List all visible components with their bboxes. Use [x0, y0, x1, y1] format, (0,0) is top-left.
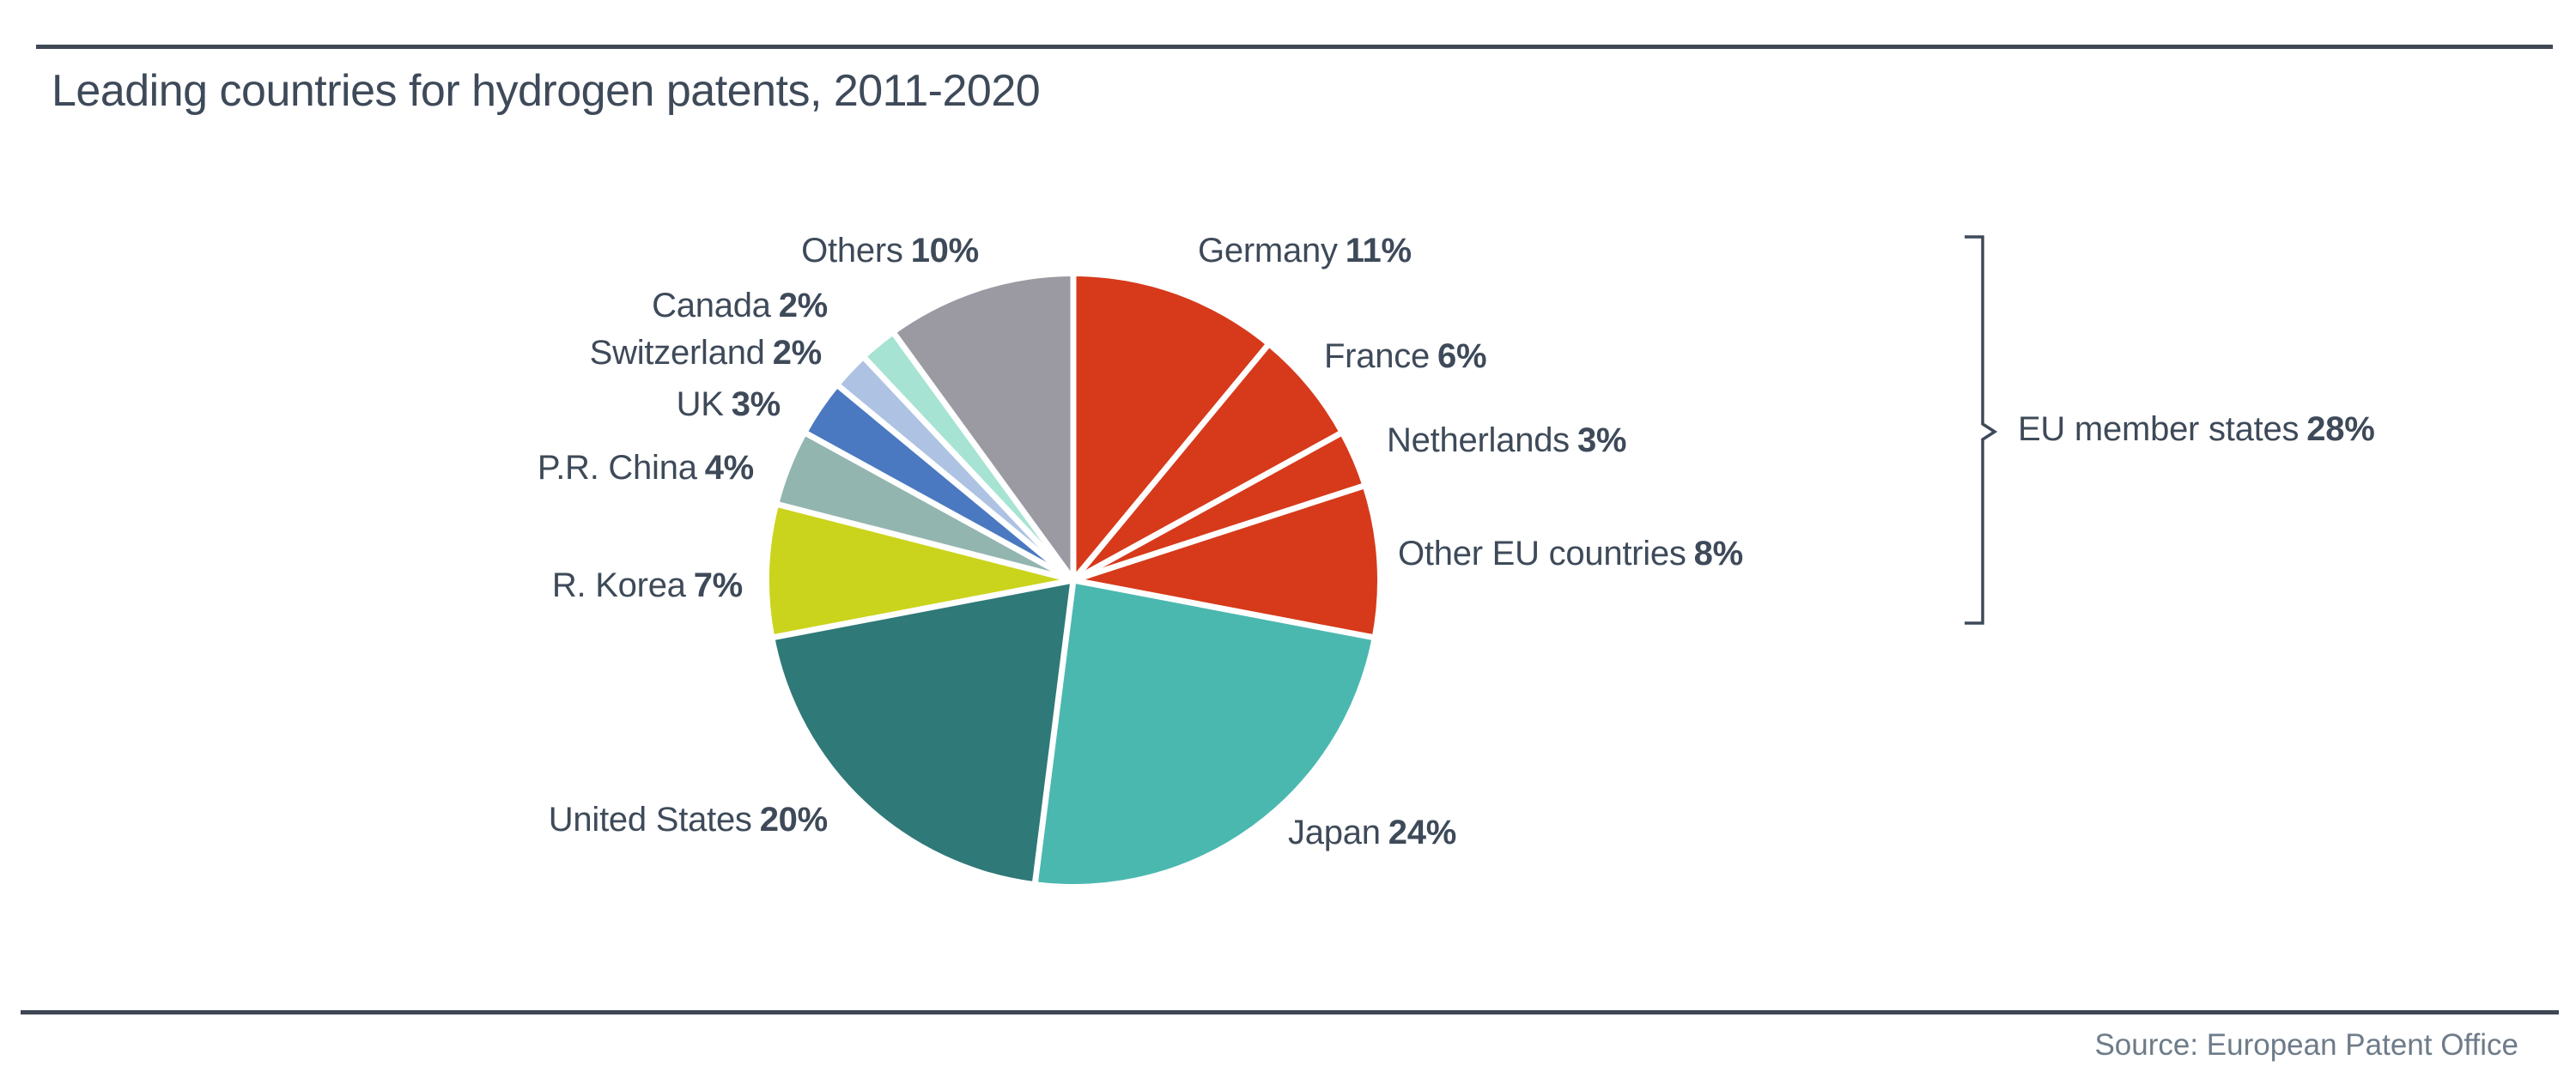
pie-slice-germany [1073, 276, 1267, 580]
label-germany: Germany 11% [1198, 232, 1412, 270]
label-germany-pct: 11% [1345, 232, 1412, 270]
pie-slice-other-eu [1073, 486, 1377, 638]
pie-slice-others [894, 276, 1073, 580]
pie-slice-switzerland [839, 358, 1073, 580]
pie-slice-canada [865, 334, 1073, 580]
label-r-korea: R. Korea 7% [552, 566, 743, 604]
label-japan-pct: 24% [1388, 814, 1457, 851]
pie-slice-r-korea [769, 504, 1073, 638]
label-germany-name: Germany [1198, 232, 1338, 270]
pie-slice-separator [1071, 342, 1271, 583]
label-japan: Japan 24% [1288, 814, 1456, 851]
label-r-korea-pct: 7% [693, 566, 744, 604]
pie-slice-separator [1072, 482, 1365, 584]
label-netherlands: Netherlands 3% [1387, 421, 1627, 459]
pie-slice-separator [1072, 577, 1375, 641]
pie-slice-separator [776, 501, 1074, 584]
pie-slice-france [1073, 346, 1340, 580]
label-netherlands-name: Netherlands [1387, 421, 1570, 459]
pie-slice-uk [806, 386, 1073, 580]
label-canada: Canada 2% [652, 287, 828, 324]
label-others-name: Others [801, 232, 903, 270]
label-others-pct: 10% [910, 232, 980, 270]
pie-slice-pr-china [779, 433, 1073, 580]
label-netherlands-pct: 3% [1577, 421, 1627, 459]
pie-slice-separator [1031, 579, 1077, 884]
label-others: Others 10% [801, 232, 979, 270]
pie-slice-separator [890, 330, 1076, 583]
label-other-eu-countries: Other EU countries 8% [1398, 535, 1743, 572]
label-france-pct: 6% [1437, 337, 1487, 375]
label-r-korea-name: R. Korea [551, 566, 686, 604]
page-title: Leading countries for hydrogen patents, … [52, 66, 1041, 116]
label-united-states: United States 20% [549, 801, 828, 839]
source-credit: Source: European Patent Office [2094, 1028, 2518, 1062]
eu-member-states-annotation: EU member states 28% [2018, 410, 2375, 448]
label-united-states-pct: 20% [759, 801, 829, 839]
pie-slice-separator [804, 430, 1075, 584]
label-switzerland-pct: 2% [772, 334, 823, 372]
label-switzerland-name: Switzerland [589, 334, 765, 372]
label-uk-pct: 3% [731, 385, 781, 423]
eu-annotation-pct: 28% [2306, 410, 2375, 448]
label-japan-name: Japan [1288, 814, 1381, 851]
label-other-eu-name: Other EU countries [1398, 535, 1686, 572]
label-canada-name: Canada [652, 287, 771, 324]
bottom-rule [21, 1010, 2559, 1014]
label-uk-name: UK [676, 385, 724, 423]
label-france-name: France [1324, 337, 1430, 375]
pie-slice-separator [1072, 430, 1343, 584]
pie-slice-separator [861, 355, 1076, 583]
eu-annotation-name: EU member states [2018, 410, 2300, 448]
label-pr-china: P.R. China 4% [538, 449, 754, 487]
label-switzerland: Switzerland 2% [589, 334, 823, 372]
label-other-eu-pct: 8% [1693, 535, 1744, 572]
top-rule [36, 45, 2553, 49]
eu-group-bracket-path [1965, 235, 1998, 625]
pie-slice-separator [772, 577, 1074, 641]
label-canada-pct: 2% [778, 287, 829, 324]
pie-slice-netherlands [1073, 433, 1363, 580]
label-pr-china-pct: 4% [704, 449, 755, 487]
label-uk: UK 3% [677, 385, 781, 423]
pie-slice-separator [835, 383, 1076, 583]
label-united-states-name: United States [548, 801, 752, 839]
label-pr-china-name: P.R. China [537, 449, 697, 487]
label-france: France 6% [1324, 337, 1487, 375]
